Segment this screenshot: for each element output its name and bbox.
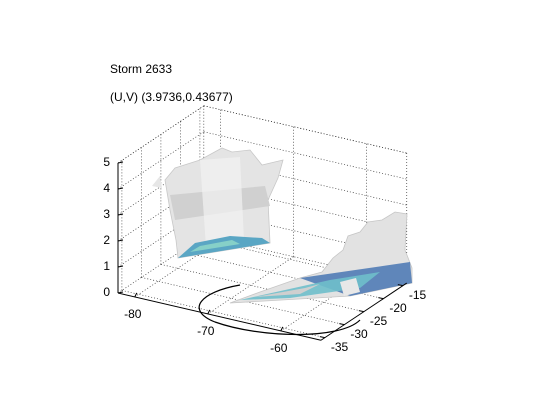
x-tick-label: -70 — [197, 324, 215, 338]
x-axis — [117, 292, 322, 341]
y-tick — [397, 284, 403, 287]
z-tick-label: 0 — [103, 285, 110, 299]
cloud-base-core — [190, 240, 240, 252]
y-tick — [378, 297, 384, 300]
y-tick — [339, 323, 345, 326]
isosurface-face — [340, 278, 360, 296]
z-tick — [117, 265, 124, 268]
z-tick-label: 1 — [103, 259, 110, 273]
z-tick — [117, 213, 124, 216]
y-tick-label: -30 — [350, 327, 368, 341]
cloud-base — [178, 236, 270, 258]
storm-track — [198, 284, 361, 336]
x-tick — [280, 326, 284, 332]
z-tick-label: 3 — [103, 207, 110, 221]
isosurface-band — [255, 284, 320, 297]
isosurface-fragment — [152, 176, 162, 188]
chart-title: Storm 2633 — [110, 62, 172, 76]
z-tick — [117, 187, 124, 190]
y-tick-label: -35 — [331, 340, 349, 354]
grid-line — [117, 131, 204, 190]
axes: 0 1 2 3 4 5 -80 -70 -60 -35-30-25-20-15 — [103, 155, 426, 355]
y-tick-label: -15 — [409, 288, 427, 302]
x-tick-label: -80 — [124, 307, 142, 321]
chart-subtitle: (U,V) (3.9736,0.43677) — [110, 90, 233, 104]
z-tick-label: 2 — [103, 233, 110, 247]
x-tick — [134, 292, 138, 298]
y-tick — [319, 336, 325, 339]
grid-line — [134, 239, 221, 298]
grid-line — [207, 256, 294, 315]
grid-line — [117, 209, 204, 268]
y-tick-label: -20 — [389, 301, 407, 315]
cloud-base-core — [240, 272, 380, 300]
x-tick — [207, 309, 211, 315]
z-tick — [117, 239, 124, 242]
x-tick-label: -60 — [270, 341, 288, 355]
grid-line — [280, 273, 367, 332]
isosurface-face — [200, 157, 244, 247]
box-edge — [117, 105, 204, 164]
z-tick-label: 5 — [103, 155, 110, 169]
y-tick-label: -25 — [370, 314, 388, 328]
y-tick — [358, 310, 364, 313]
z-tick — [117, 291, 124, 294]
z-tick-label: 4 — [103, 181, 110, 195]
z-tick — [117, 161, 124, 164]
isosurfaces — [152, 147, 413, 336]
